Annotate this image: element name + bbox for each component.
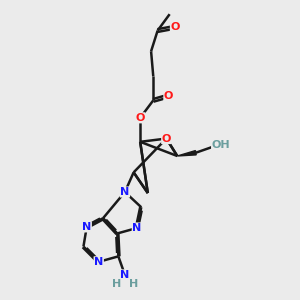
Text: H: H [129,279,138,289]
Text: N: N [120,187,130,197]
Text: O: O [162,134,171,143]
Text: N: N [82,222,92,232]
Text: N: N [120,270,130,280]
Text: O: O [164,91,173,101]
Text: OH: OH [212,140,230,150]
Text: O: O [170,22,180,32]
Text: N: N [132,223,142,233]
Text: H: H [112,279,121,289]
Polygon shape [177,151,196,156]
Text: N: N [94,257,104,267]
Text: O: O [136,113,145,123]
